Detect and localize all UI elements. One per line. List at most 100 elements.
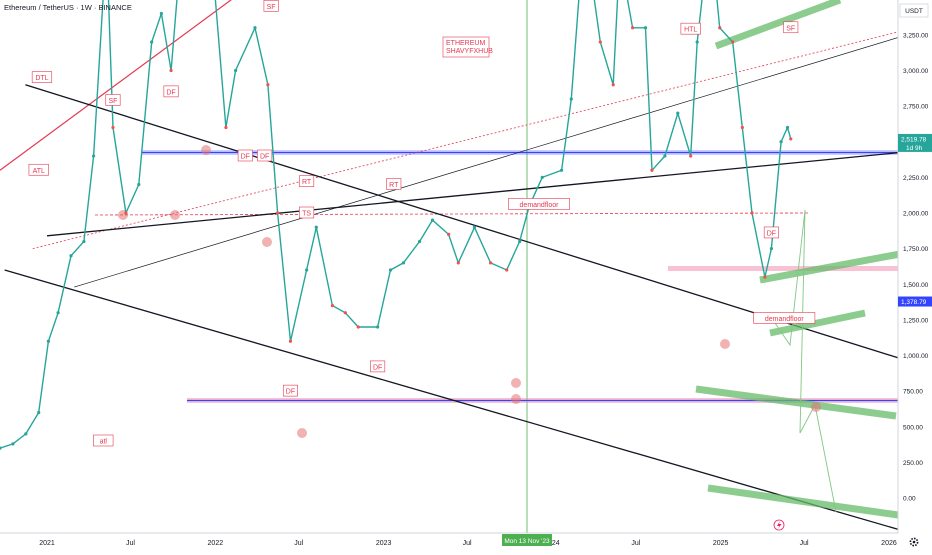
projection-bar-mid1	[759, 250, 901, 284]
price-point	[785, 125, 790, 130]
y-tick-label: 0.00	[903, 496, 916, 503]
price-point	[740, 125, 744, 130]
price-point	[69, 254, 73, 258]
price-point	[224, 125, 228, 130]
annotation-label: ATL	[33, 168, 45, 175]
price-point	[330, 304, 335, 308]
price-point	[763, 275, 767, 279]
annotation-box	[163, 85, 179, 98]
price-point	[643, 26, 648, 30]
y-tick-label: 1,000.00	[903, 353, 929, 360]
price-point	[417, 239, 422, 244]
neckline-black	[46, 149, 923, 237]
annotation-label: RT	[389, 182, 399, 189]
price-point	[253, 26, 257, 30]
annotation-label: DF	[767, 230, 776, 237]
annotation-label: DF	[260, 154, 269, 161]
price-point	[266, 83, 270, 87]
annotation-label: demandfloor	[520, 202, 560, 209]
support-price-tag	[898, 296, 932, 307]
price-point	[401, 261, 406, 265]
price-point	[518, 239, 522, 244]
currency-label: USDT	[905, 8, 923, 15]
price-point	[430, 218, 435, 222]
price-point	[750, 211, 754, 215]
price-point	[343, 311, 347, 315]
x-tick-label: 2025	[713, 540, 729, 547]
touch-marker	[262, 237, 272, 247]
x-tick-label: 2026	[881, 540, 897, 547]
price-point	[559, 168, 564, 172]
price-line	[0, 0, 792, 449]
annotation-box	[508, 198, 570, 210]
price-point	[37, 410, 41, 415]
price-point	[769, 247, 773, 251]
price-point	[46, 339, 51, 343]
price-point	[695, 40, 699, 44]
gear-icon[interactable]	[909, 537, 919, 547]
annotation-box	[386, 178, 402, 190]
price-point	[0, 446, 2, 450]
x-tick-label: Jul	[294, 540, 303, 547]
annotation-label: DF	[166, 89, 175, 96]
x-tick-label: Jul	[800, 540, 809, 547]
price-point	[779, 140, 783, 144]
y-tick-label: 500.00	[903, 424, 923, 431]
price-point	[234, 68, 238, 73]
price-point	[288, 339, 293, 343]
x-tick-label: Jul	[126, 540, 135, 547]
crosshair-time-label: Mon 13 Nov '23	[504, 538, 550, 545]
projection-path	[774, 209, 837, 513]
price-point	[611, 83, 615, 87]
price-axis	[898, 0, 932, 550]
touch-marker	[811, 402, 821, 412]
x-tick-label: Jul	[463, 540, 472, 547]
price-point	[124, 211, 128, 215]
price-point	[376, 325, 380, 329]
annotation-box	[299, 206, 315, 219]
annotation-label: DF	[241, 154, 250, 161]
annotation-label: DTL	[35, 75, 48, 82]
touch-marker	[297, 428, 307, 438]
price-point	[275, 211, 280, 215]
y-tick-label: 2,750.00	[903, 104, 929, 111]
chart-title: Ethereum / TetherUS · 1W · BINANCE	[4, 3, 132, 12]
annotation-box	[680, 22, 701, 35]
price-point	[91, 154, 96, 158]
annotation-label: TS	[302, 211, 311, 218]
price-point	[314, 225, 318, 229]
touch-marker	[720, 339, 730, 349]
price-point	[388, 268, 393, 272]
watermark-box	[442, 36, 490, 58]
touch-marker	[511, 378, 521, 388]
price-point	[24, 432, 28, 436]
annotation-label: DF	[286, 389, 295, 396]
y-tick-label: 1,500.00	[903, 282, 929, 289]
lower-channel-red	[32, 30, 904, 250]
annotation-box	[783, 21, 799, 34]
annotation-label: atl	[100, 439, 108, 446]
time-axis	[0, 533, 932, 550]
annotation-box	[237, 149, 253, 162]
price-point	[356, 325, 360, 329]
y-tick-label: 2,250.00	[903, 175, 929, 182]
watermark-line: SHAVYFXHUB	[446, 48, 493, 55]
lower-channel-black	[4, 269, 923, 538]
price-point	[447, 232, 451, 236]
price-point	[540, 175, 544, 179]
price-point	[11, 442, 15, 446]
bolt-icon[interactable]	[773, 519, 785, 531]
sf-dashed-line	[94, 212, 811, 216]
annotation-label: SF	[267, 4, 276, 11]
annotation-label: SF	[786, 25, 795, 32]
y-tick-label: 250.00	[903, 460, 923, 467]
price-point	[305, 268, 309, 272]
price-point	[505, 268, 509, 272]
price-point	[789, 137, 793, 141]
price-point	[159, 11, 163, 16]
annotation-box	[28, 163, 49, 176]
annotation-box	[257, 149, 273, 162]
y-tick-label: 3,250.00	[903, 32, 929, 39]
